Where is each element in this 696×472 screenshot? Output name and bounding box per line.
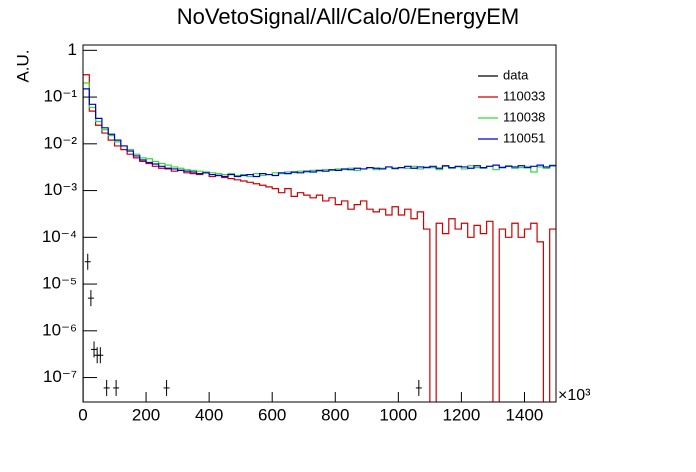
x-multiplier: ×10³ bbox=[558, 387, 591, 404]
y-tick-label: 1 bbox=[68, 40, 77, 59]
histogram-line bbox=[83, 74, 556, 402]
x-tick-label: 200 bbox=[132, 405, 160, 424]
x-tick-label: 600 bbox=[258, 405, 286, 424]
x-tick-label: 0 bbox=[78, 405, 87, 424]
y-tick-label: 10⁻⁷ bbox=[43, 367, 77, 386]
y-tick-label: 10⁻³ bbox=[43, 180, 77, 199]
legend-label: 110038 bbox=[503, 109, 545, 124]
y-axis-label: A.U. bbox=[13, 49, 32, 82]
chart-title: NoVetoSignal/All/Calo/0/EnergyEM bbox=[177, 4, 519, 29]
legend-label: data bbox=[503, 67, 529, 82]
frame bbox=[82, 44, 557, 403]
x-tick-label: 1000 bbox=[379, 405, 417, 424]
y-tick-label: 10⁻² bbox=[43, 133, 77, 152]
x-tick-label: 1200 bbox=[442, 405, 480, 424]
legend-label: 110051 bbox=[503, 130, 545, 145]
y-tick-label: 10⁻⁵ bbox=[42, 274, 77, 293]
histogram-line bbox=[83, 88, 556, 402]
plot-area bbox=[83, 74, 556, 402]
legend-label: 110033 bbox=[503, 88, 545, 103]
y-tick-label: 10⁻¹ bbox=[43, 87, 77, 106]
y-tick-label: 10⁻⁴ bbox=[42, 227, 77, 246]
y-tick-label: 10⁻⁶ bbox=[42, 320, 77, 339]
x-tick-label: 1400 bbox=[506, 405, 544, 424]
x-tick-label: 800 bbox=[321, 405, 349, 424]
x-tick-label: 400 bbox=[195, 405, 223, 424]
